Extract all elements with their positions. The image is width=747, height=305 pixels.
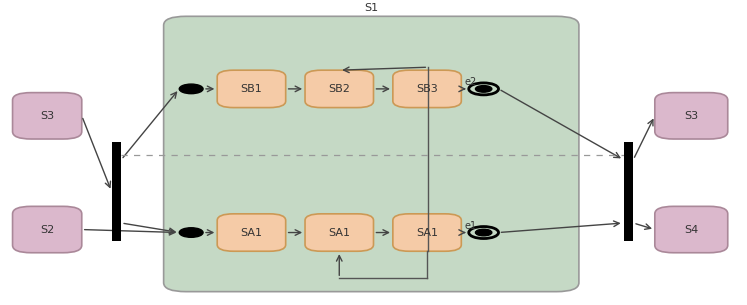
Text: SB3: SB3 (416, 84, 438, 94)
Circle shape (475, 229, 492, 236)
FancyBboxPatch shape (655, 206, 728, 253)
Text: S3: S3 (684, 111, 698, 121)
FancyBboxPatch shape (164, 16, 579, 292)
FancyBboxPatch shape (305, 214, 374, 251)
FancyBboxPatch shape (111, 142, 121, 241)
FancyBboxPatch shape (393, 70, 462, 108)
FancyBboxPatch shape (655, 93, 728, 139)
FancyBboxPatch shape (13, 93, 81, 139)
FancyBboxPatch shape (217, 214, 285, 251)
Text: S4: S4 (684, 224, 698, 235)
FancyBboxPatch shape (393, 214, 462, 251)
FancyBboxPatch shape (13, 206, 81, 253)
FancyBboxPatch shape (217, 70, 285, 108)
Text: SB1: SB1 (241, 84, 262, 94)
Text: S2: S2 (40, 224, 55, 235)
Text: SA1: SA1 (328, 228, 350, 238)
Text: SA1: SA1 (241, 228, 262, 238)
Circle shape (179, 84, 203, 94)
Text: S1: S1 (365, 3, 378, 13)
Text: e2: e2 (465, 77, 477, 87)
Text: e1: e1 (465, 221, 477, 231)
Text: SB2: SB2 (329, 84, 350, 94)
Text: SA1: SA1 (416, 228, 438, 238)
FancyBboxPatch shape (305, 70, 374, 108)
Circle shape (475, 86, 492, 92)
Circle shape (179, 228, 203, 237)
Text: S3: S3 (40, 111, 55, 121)
FancyBboxPatch shape (624, 142, 633, 241)
